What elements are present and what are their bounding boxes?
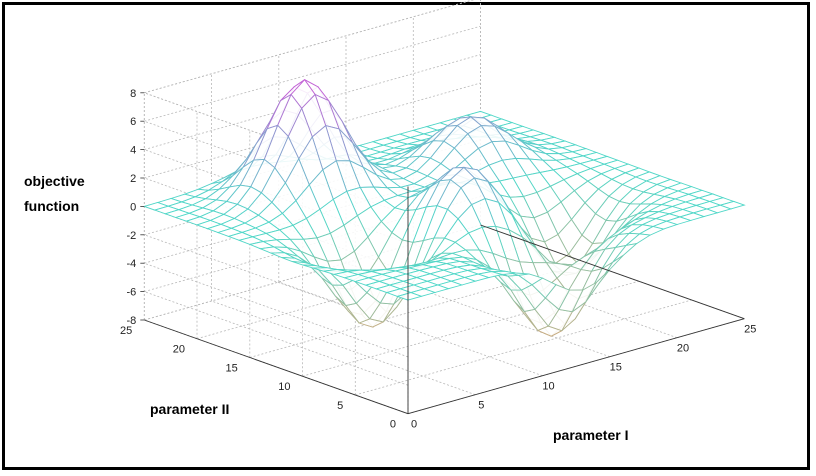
x-tick-label: 20 bbox=[677, 343, 689, 355]
z-tick-label: 2 bbox=[130, 173, 136, 185]
x-tick-label: 10 bbox=[542, 381, 554, 393]
z-tick-label: 8 bbox=[130, 88, 136, 100]
x-tick-label: 25 bbox=[744, 324, 756, 336]
y-tick-label: 25 bbox=[120, 325, 132, 337]
z-tick-label: 4 bbox=[130, 145, 136, 157]
grid-line-x bbox=[211, 300, 476, 396]
axis-labels: objective function parameter II paramete… bbox=[24, 173, 628, 443]
y-tick-label: 5 bbox=[337, 400, 343, 412]
grid-line-x bbox=[278, 281, 543, 377]
z-tick-label: -4 bbox=[127, 258, 137, 270]
y-tick-label: 0 bbox=[390, 419, 396, 431]
z-tick-label: -2 bbox=[127, 230, 137, 242]
x-tick-label: 5 bbox=[478, 400, 484, 412]
x-tick-label: 15 bbox=[610, 362, 622, 374]
box-edge bbox=[144, 92, 409, 187]
x-axis-label: parameter I bbox=[553, 427, 628, 443]
box-edge bbox=[144, 0, 475, 94]
z-axis-label-line1: objective bbox=[24, 173, 85, 189]
y-axis-label: parameter II bbox=[150, 401, 229, 417]
y-tick-label: 10 bbox=[278, 381, 290, 393]
x-axis-line bbox=[407, 318, 745, 415]
z-tick-label: 6 bbox=[130, 116, 136, 128]
x-axis-far-edge bbox=[480, 224, 745, 320]
z-tick-label: -8 bbox=[127, 315, 137, 327]
z-axis-label-line2: function bbox=[24, 198, 79, 214]
z-tick-label: -6 bbox=[127, 287, 137, 299]
z-tick-label: 0 bbox=[130, 201, 136, 213]
mesh-cell bbox=[395, 292, 423, 301]
y-tick-label: 15 bbox=[226, 363, 238, 375]
x-tick-label: 0 bbox=[411, 419, 417, 431]
y-axis-line bbox=[144, 319, 409, 415]
surface-mesh bbox=[142, 78, 746, 337]
y-tick-label: 20 bbox=[173, 344, 185, 356]
